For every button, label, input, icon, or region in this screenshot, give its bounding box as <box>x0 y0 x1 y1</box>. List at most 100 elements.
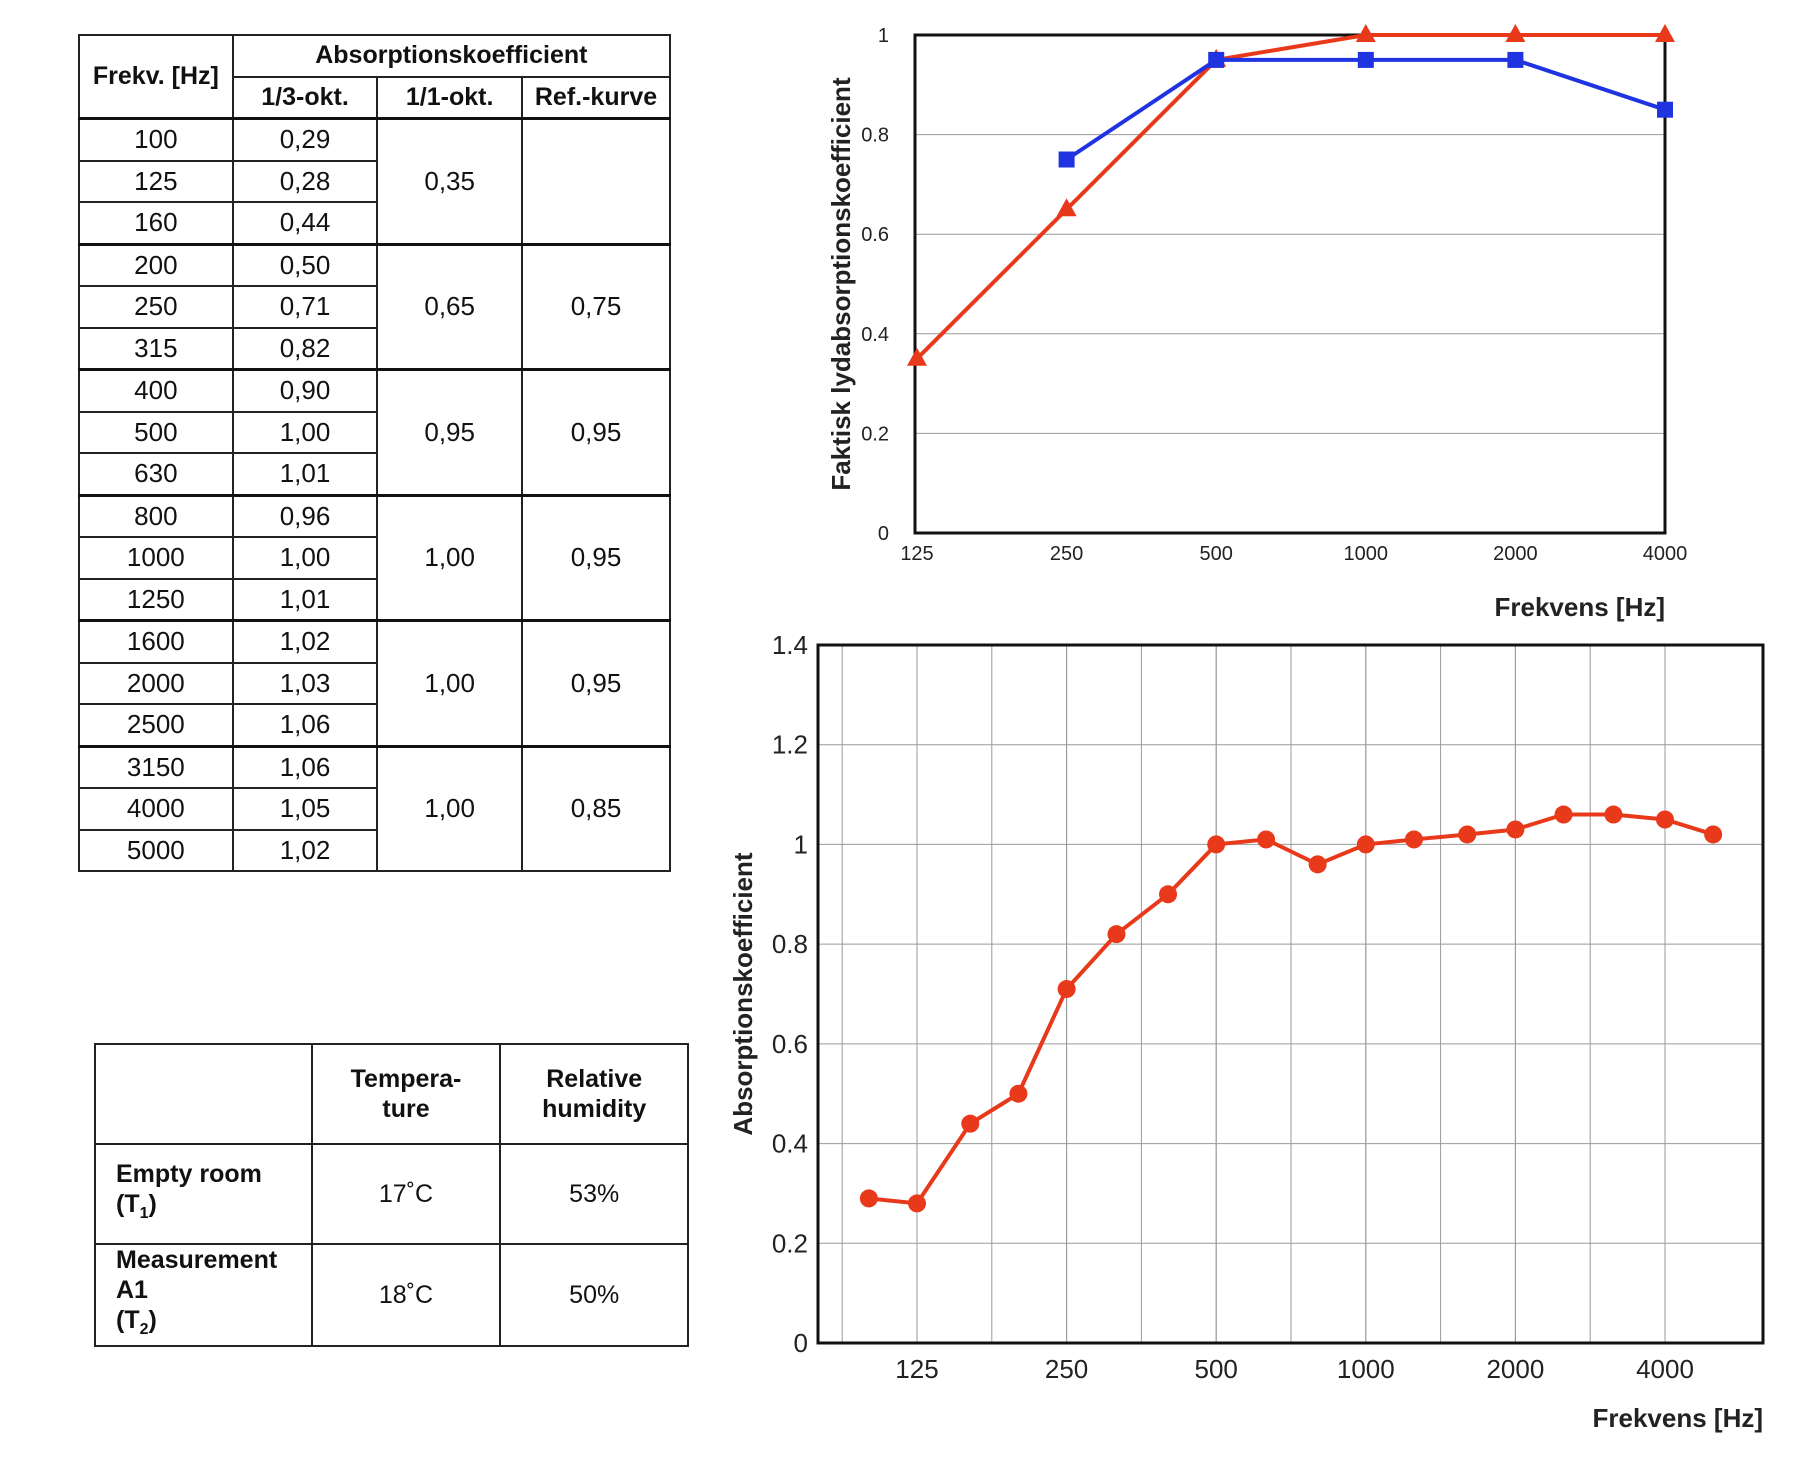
temperature-cell: 18˚C <box>310 1243 502 1347</box>
ref-curve-cell: 0,95 <box>520 619 672 747</box>
third-octave-cell: 1,00 <box>231 410 379 454</box>
third-octave-cell: 1,06 <box>231 703 379 747</box>
frequency-cell: 2000 <box>78 661 234 705</box>
absorption-table: Frekv. [Hz] Absorptionskoefficient 1/3-okt… <box>78 34 672 872</box>
data-point <box>1159 885 1178 904</box>
table-row: 2500 1,06 <box>78 703 670 747</box>
octave-cell: 0,65 <box>376 242 523 371</box>
third-octave-cell: 0,44 <box>231 201 379 245</box>
octave-cell: 1,00 <box>376 619 523 747</box>
y-tick-label: 1 <box>878 25 889 47</box>
header-frequency: Frekv. [Hz] <box>78 34 234 120</box>
third-octave-cell: 0,71 <box>231 285 379 329</box>
table-row: 250 0,71 <box>78 285 670 329</box>
table-subheader-row: 1/3-okt. 1/1-okt. Ref.-kurve <box>79 75 672 120</box>
third-octave-cell: 1,06 <box>231 744 379 789</box>
ref-curve-cell: 0,95 <box>520 493 672 622</box>
data-point <box>1357 51 1374 68</box>
label-line2: A1 <box>116 1276 148 1304</box>
data-point <box>1207 835 1226 854</box>
data-point <box>1009 1084 1028 1103</box>
frequency-cell: 125 <box>78 159 234 203</box>
x-tick-label: 4000 <box>1643 543 1688 565</box>
frequency-cell: 1250 <box>78 577 234 622</box>
header-octave: 1/1-okt. <box>376 75 523 120</box>
data-point <box>1208 51 1225 68</box>
x-tick-label: 125 <box>900 543 933 565</box>
frequency-cell: 1000 <box>78 536 234 580</box>
frequency-cell: 5000 <box>78 828 234 872</box>
table-row: 5000 1,02 <box>78 828 670 872</box>
ref-curve-cell <box>520 117 672 245</box>
conditions-header-row: Tempera- ture Relative humidity <box>94 1043 689 1145</box>
x-tick-label: 1000 <box>1344 543 1389 565</box>
label-subscript: 1 <box>139 1205 149 1222</box>
header-absorption-group: Absorptionskoefficient <box>231 34 672 78</box>
third-octave-cell: 1,00 <box>231 536 379 580</box>
frequency-cell: 200 <box>78 242 234 287</box>
data-point <box>1058 151 1075 168</box>
conditions-row-measurement: Measurement A1 (T2) 18˚C 50% <box>94 1243 689 1347</box>
x-tick-label: 250 <box>1050 543 1083 565</box>
humidity-cell: 50% <box>499 1243 689 1347</box>
x-tick-label: 4000 <box>1636 1354 1694 1384</box>
y-axis-title: Absorptionskoefficient <box>728 852 758 1135</box>
plot-frame <box>913 33 1667 535</box>
frequency-cell: 1600 <box>78 619 234 664</box>
third-octave-cell: 0,50 <box>231 242 379 287</box>
plot-frame <box>816 643 1765 1345</box>
x-tick-label: 2000 <box>1486 1354 1544 1384</box>
data-point <box>1308 855 1327 874</box>
data-point <box>1404 830 1423 849</box>
table-row: 100 0,29 0,35 <box>78 117 672 245</box>
third-octave-cell: 1,01 <box>231 577 379 622</box>
ref-curve-cell: 0,75 <box>520 242 672 371</box>
label-close: ) <box>148 1190 157 1218</box>
temperature-cell: 17˚C <box>310 1143 502 1245</box>
x-tick-label: 500 <box>1195 1354 1238 1384</box>
frequency-cell: 630 <box>78 452 234 496</box>
x-tick-label: 500 <box>1200 543 1233 565</box>
label-subscript: 2 <box>139 1321 149 1338</box>
label-main: Measurement <box>116 1246 278 1274</box>
label-close: ) <box>148 1306 157 1334</box>
x-tick-label: 2000 <box>1493 543 1538 565</box>
third-octave-cell: 1,02 <box>231 619 379 664</box>
y-tick-label: 0.6 <box>861 224 889 246</box>
y-tick-label: 1.4 <box>772 630 808 660</box>
data-point <box>908 1194 926 1213</box>
table-row: 400 0,90 0,95 0,95 <box>78 368 672 496</box>
y-tick-label: 1.2 <box>772 730 808 760</box>
y-tick-label: 0.6 <box>772 1029 808 1059</box>
octave-cell: 1,00 <box>376 744 523 872</box>
third-octave-cell: 0,96 <box>231 493 379 538</box>
frequency-cell: 800 <box>78 493 234 538</box>
y-tick-label: 0.8 <box>772 929 808 959</box>
third-octave-cell: 1,05 <box>231 787 379 831</box>
header-third-octave: 1/3-okt. <box>231 75 379 120</box>
data-point <box>1657 101 1673 118</box>
label-main: Empty room <box>116 1160 262 1188</box>
x-tick-label: 125 <box>895 1354 938 1384</box>
y-axis-title: Faktisk lydabsorptionskoefficient <box>826 77 856 491</box>
humidity-cell: 53% <box>499 1143 689 1245</box>
third-octave-cell: 1,03 <box>231 661 379 705</box>
table-row: 1250 1,01 <box>78 577 670 622</box>
y-tick-label: 1 <box>794 829 808 859</box>
third-octave-cell: 0,90 <box>231 368 379 413</box>
series-line <box>915 33 1665 361</box>
row-label-empty-room: Empty room (T1) <box>94 1143 313 1245</box>
table-row: 500 1,00 <box>78 410 670 454</box>
conditions-header-humidity: Relative humidity <box>499 1043 689 1145</box>
conditions-header-empty <box>94 1043 313 1145</box>
y-tick-label: 0.2 <box>772 1228 808 1258</box>
third-octave-cell: 0,28 <box>231 159 379 203</box>
data-point <box>907 347 927 366</box>
data-point <box>1704 825 1723 844</box>
table-row: 315 0,82 <box>78 326 670 371</box>
table-row: 1600 1,02 1,00 0,95 <box>78 619 672 747</box>
frequency-cell: 3150 <box>78 744 234 789</box>
data-point <box>1506 820 1525 839</box>
y-tick-label: 0.4 <box>772 1129 808 1159</box>
conditions-header-temperature: Tempera- ture <box>310 1043 502 1145</box>
